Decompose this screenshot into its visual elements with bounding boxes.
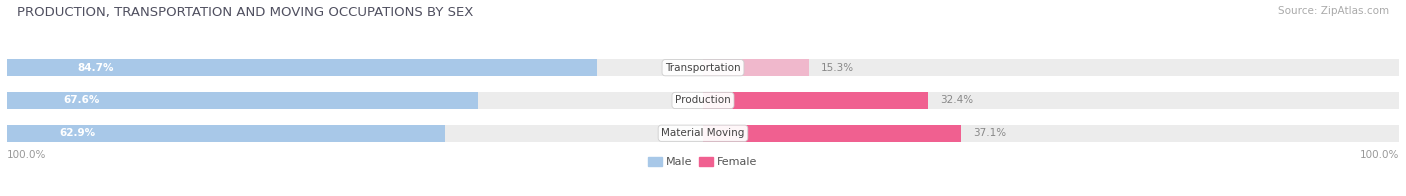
- Text: Production: Production: [675, 95, 731, 105]
- Text: PRODUCTION, TRANSPORTATION AND MOVING OCCUPATIONS BY SEX: PRODUCTION, TRANSPORTATION AND MOVING OC…: [17, 6, 474, 19]
- Bar: [7, 59, 703, 76]
- Text: Source: ZipAtlas.com: Source: ZipAtlas.com: [1278, 6, 1389, 16]
- Text: 37.1%: 37.1%: [973, 128, 1005, 138]
- Bar: [7, 92, 703, 109]
- Bar: [703, 92, 928, 109]
- Text: Transportation: Transportation: [665, 63, 741, 73]
- Bar: [703, 92, 1399, 109]
- Bar: [7, 125, 703, 142]
- Text: 32.4%: 32.4%: [941, 95, 973, 105]
- Bar: [703, 59, 810, 76]
- Text: 67.6%: 67.6%: [63, 95, 100, 105]
- Bar: [703, 59, 1399, 76]
- Text: 100.0%: 100.0%: [7, 150, 46, 160]
- Text: 15.3%: 15.3%: [821, 63, 855, 73]
- Bar: [7, 125, 444, 142]
- Bar: [7, 59, 596, 76]
- Bar: [7, 92, 478, 109]
- Text: 100.0%: 100.0%: [1360, 150, 1399, 160]
- Bar: [703, 125, 1399, 142]
- Bar: [703, 125, 962, 142]
- Text: 84.7%: 84.7%: [77, 63, 114, 73]
- Text: 62.9%: 62.9%: [59, 128, 96, 138]
- Legend: Male, Female: Male, Female: [644, 152, 762, 172]
- Text: Material Moving: Material Moving: [661, 128, 745, 138]
